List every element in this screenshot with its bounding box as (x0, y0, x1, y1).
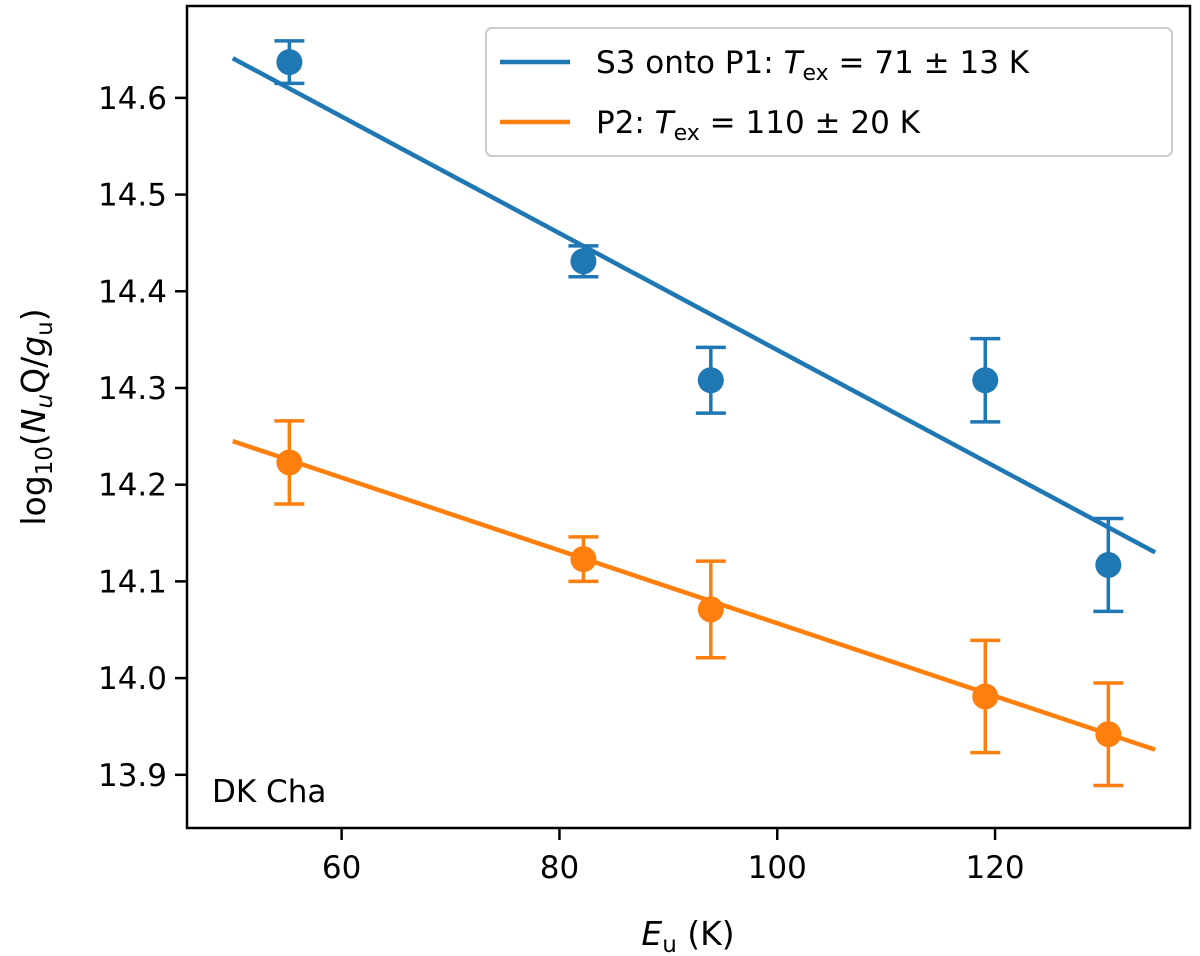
series-1 (232, 419, 1156, 788)
plot-frame (185, 4, 1192, 830)
data-point (570, 546, 597, 573)
x-tick-label: 120 (965, 850, 1024, 886)
data-point (972, 367, 999, 394)
data-point (276, 49, 303, 76)
data-point (1095, 721, 1122, 748)
x-tick-label: 60 (322, 850, 361, 886)
y-tick-label: 14.5 (98, 178, 167, 214)
y-tick-label: 14.6 (98, 81, 167, 117)
y-axis-label: log10(NuQ/gu) (14, 308, 58, 525)
legend-label-s3: S3 onto P1: Tex = 71 ± 13 K (596, 45, 1030, 86)
x-axis-label: Eu (K) (641, 914, 734, 956)
legend-box (485, 27, 1173, 157)
legend-label-p2: P2: Tex = 110 ± 20 K (596, 105, 921, 146)
y-tick-label: 14.1 (98, 564, 167, 600)
data-point (697, 596, 724, 623)
series-0 (231, 39, 1157, 614)
data-point (697, 367, 724, 394)
annotation-dk-cha: DK Cha (212, 774, 326, 810)
x-tick-label: 100 (748, 850, 807, 886)
data-point (276, 449, 303, 476)
y-tick-label: 13.9 (98, 758, 167, 794)
fit-line (232, 439, 1156, 752)
y-tick-label: 14.4 (98, 274, 167, 310)
fit-line (231, 56, 1157, 555)
data-point (570, 248, 597, 275)
y-tick-label: 14.3 (98, 371, 167, 407)
y-tick-label: 14.2 (98, 468, 167, 504)
data-point (972, 683, 999, 710)
data-point (1095, 551, 1122, 578)
legend: S3 onto P1: Tex = 71 ± 13 K P2: Tex = 11… (485, 27, 1173, 157)
x-tick-label: 80 (540, 850, 579, 886)
y-tick-label: 14.0 (98, 661, 167, 697)
